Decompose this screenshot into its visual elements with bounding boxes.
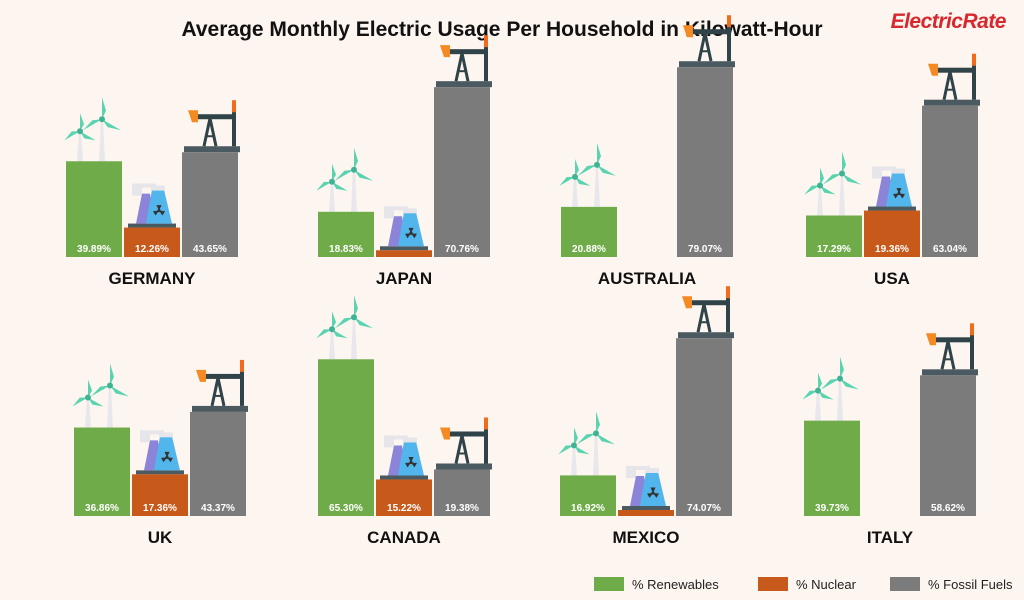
bar-fossil (434, 469, 490, 516)
bar-renewables (560, 475, 616, 516)
data-label-renewables: 36.86% (85, 503, 119, 514)
oil-pumpjack-icon (679, 15, 735, 68)
bar-fossil (676, 338, 732, 516)
chart-canvas: 39.89% 12.26% 43.65% GERMANY 18.83% 70.76% JAP… (64, 15, 980, 547)
legend-label: % Renewables (632, 576, 719, 592)
country-label: GERMANY (109, 269, 197, 288)
country-group-germany: 39.89% 12.26% 43.65% GERMANY (64, 97, 240, 288)
oil-pumpjack-icon (922, 323, 978, 376)
legend-item-renewables: % Renewables (594, 574, 719, 594)
bar-fossil (434, 87, 490, 258)
nuclear-plant-icon (622, 466, 670, 510)
country-label: ITALY (867, 528, 914, 547)
bar-renewables (74, 427, 130, 516)
chart-title: Average Monthly Electric Usage Per House… (181, 18, 823, 41)
data-label-fossil: 63.04% (933, 244, 967, 255)
data-label-nuclear: 19.36% (875, 244, 909, 255)
wind-turbine-icon (804, 151, 862, 216)
wind-turbine-icon (802, 356, 860, 421)
country-label: MEXICO (612, 528, 679, 547)
data-label-fossil: 19.38% (445, 503, 479, 514)
wind-turbine-icon (64, 97, 122, 162)
data-label-renewables: 65.30% (329, 503, 363, 514)
legend-label: % Nuclear (796, 576, 856, 592)
oil-pumpjack-icon (924, 53, 980, 106)
country-group-canada: 65.30% 15.22% 19.38% CANADA (316, 295, 492, 547)
bar-renewables (66, 161, 122, 257)
country-label: AUSTRALIA (598, 269, 696, 288)
legend-item-fossil: % Fossil Fuels (890, 574, 1013, 594)
bar-nuclear (376, 479, 432, 516)
data-label-fossil: 58.62% (931, 503, 965, 514)
wind-turbine-icon (72, 363, 130, 428)
data-label-renewables: 39.73% (815, 503, 849, 514)
wind-turbine-icon (316, 147, 374, 212)
bar-nuclear (124, 227, 180, 257)
country-group-italy: 39.73% 58.62% ITALY (802, 323, 978, 547)
data-label-renewables: 20.88% (572, 244, 606, 255)
country-group-australia: 20.88% 79.07% AUSTRALIA (559, 15, 735, 288)
oil-pumpjack-icon (436, 417, 492, 470)
country-label: CANADA (367, 528, 441, 547)
data-label-fossil: 70.76% (445, 244, 479, 255)
oil-pumpjack-icon (184, 100, 240, 153)
bar-fossil (677, 67, 733, 258)
bar-fossil (190, 411, 246, 516)
nuclear-plant-icon (868, 166, 916, 211)
bar-renewables (318, 211, 374, 257)
country-group-japan: 18.83% 70.76% JAPAN (316, 35, 492, 288)
bar-renewables (804, 420, 860, 516)
data-label-fossil: 74.07% (687, 503, 721, 514)
data-label-nuclear: 12.26% (135, 244, 169, 255)
data-label-renewables: 39.89% (77, 244, 111, 255)
bar-renewables (318, 359, 374, 516)
brand-logo-secondary: Rate (962, 10, 1006, 33)
bar-nuclear (618, 510, 674, 516)
country-group-mexico: 16.92% 74.07% MEXICO (558, 286, 734, 547)
bar-fossil (182, 152, 238, 257)
brand-logo: ElectricRate (890, 10, 1007, 34)
legend: % Renewables % Nuclear % Fossil Fuels (594, 574, 1014, 594)
nuclear-plant-icon (380, 206, 428, 251)
brand-logo-primary: Electric (890, 10, 963, 33)
nuclear-plant-icon (136, 430, 184, 475)
country-group-uk: 36.86% 17.36% 43.37% UK (72, 359, 248, 547)
country-label: USA (874, 269, 910, 288)
data-label-renewables: 17.29% (817, 244, 851, 255)
bar-nuclear (864, 210, 920, 257)
data-label-renewables: 18.83% (329, 244, 363, 255)
wind-turbine-icon (559, 142, 617, 207)
bar-renewables (561, 206, 617, 257)
country-label: JAPAN (376, 269, 432, 288)
data-label-nuclear: 15.22% (387, 503, 421, 514)
country-label: UK (148, 528, 173, 547)
data-label-fossil: 43.37% (201, 503, 235, 514)
data-label-nuclear: 17.36% (143, 503, 177, 514)
wind-turbine-icon (558, 411, 616, 476)
bar-fossil (922, 105, 978, 257)
legend-label: % Fossil Fuels (928, 576, 1013, 592)
nuclear-plant-icon (128, 183, 176, 228)
data-label-fossil: 79.07% (688, 244, 722, 255)
oil-pumpjack-icon (678, 286, 734, 339)
data-label-renewables: 16.92% (571, 503, 605, 514)
nuclear-plant-icon (380, 435, 428, 480)
oil-pumpjack-icon (192, 359, 248, 412)
bar-nuclear (132, 474, 188, 516)
oil-pumpjack-icon (436, 35, 492, 88)
bar-nuclear (376, 250, 432, 257)
legend-swatch (758, 577, 788, 591)
bar-fossil (920, 375, 976, 516)
data-label-fossil: 43.65% (193, 244, 227, 255)
wind-turbine-icon (316, 295, 374, 360)
legend-swatch (594, 577, 624, 591)
legend-swatch (890, 577, 920, 591)
country-group-usa: 17.29% 19.36% 63.04% USA (804, 53, 980, 288)
bar-renewables (806, 215, 862, 257)
legend-item-nuclear: % Nuclear (758, 574, 856, 594)
